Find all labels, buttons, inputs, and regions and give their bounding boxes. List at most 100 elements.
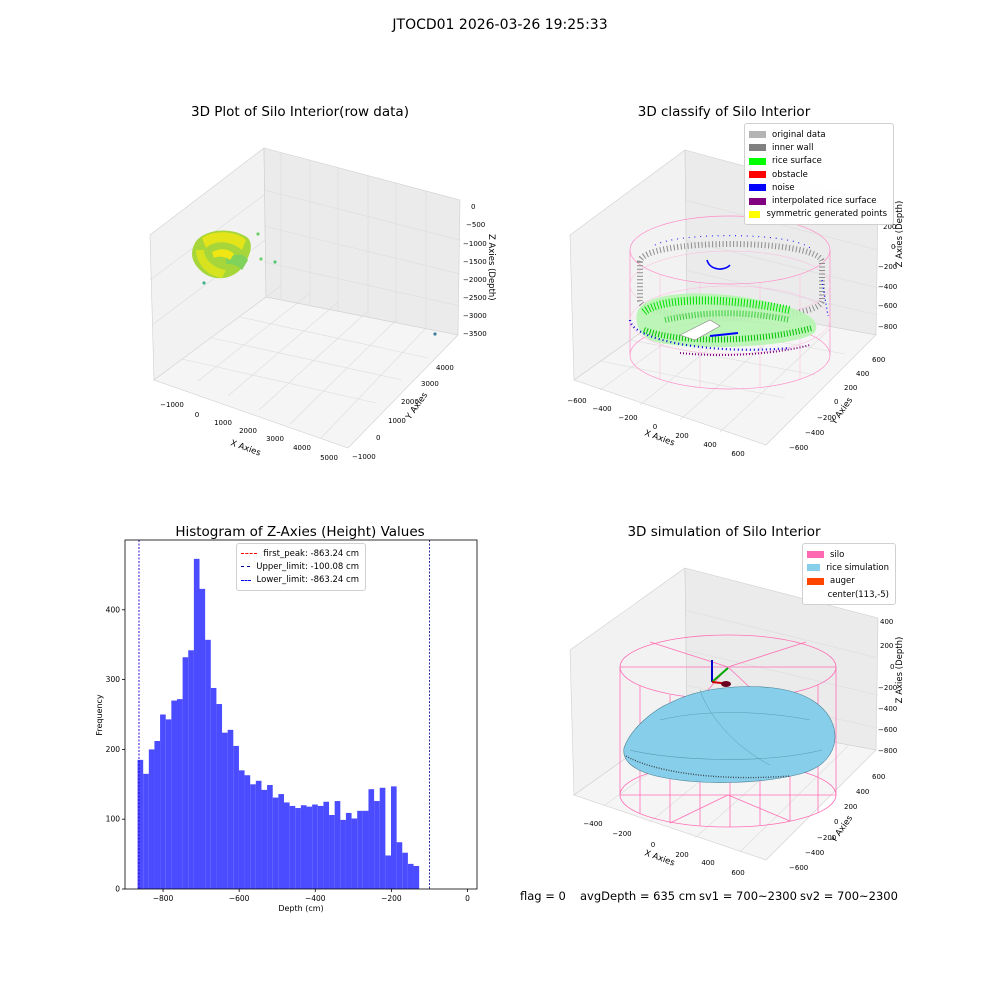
- histogram-vlines: [138, 540, 430, 889]
- histogram-bar: [300, 805, 307, 889]
- simulation-ztick: 200: [880, 642, 893, 650]
- histogram-bar: [283, 802, 290, 889]
- classify-ytick: 200: [844, 384, 857, 392]
- legend-swatch: [807, 577, 824, 585]
- status-sv2: sv2 = 700~2300: [800, 889, 898, 903]
- classify-rice-surface: [636, 293, 817, 347]
- histogram-bar: [357, 810, 363, 889]
- classify-xtick-labels: −600 −400 −200 0 200 400 600: [567, 397, 744, 458]
- histogram-bar: [396, 842, 403, 889]
- histogram-bar: [255, 780, 262, 889]
- histogram-bar: [199, 588, 206, 889]
- legend-label: symmetric generated points: [766, 209, 887, 220]
- histogram-bar: [137, 759, 144, 889]
- histogram-xtick-label: −800: [153, 894, 174, 903]
- legend-swatch: [749, 210, 761, 218]
- legend-item: rice simulation: [807, 561, 889, 574]
- histogram-bar: [216, 704, 223, 889]
- classify-xtick: −400: [592, 405, 611, 413]
- classify-zlabel: Z Axies (Depth): [895, 201, 905, 268]
- histogram-bar: [345, 812, 352, 889]
- classify-ytick: 400: [856, 370, 869, 378]
- legend-label: Upper_limit: -100.08 cm: [256, 561, 359, 572]
- status-avg-depth: avgDepth = 635 cm: [580, 889, 697, 903]
- histogram-xtick-label: −600: [229, 894, 250, 903]
- histogram-bar: [176, 699, 183, 889]
- histogram-bar: [188, 650, 194, 889]
- legend-label: noise: [772, 182, 795, 193]
- classify-xtick: −600: [567, 397, 586, 405]
- raw-ztick: −3500: [463, 330, 487, 338]
- histogram-bar: [374, 801, 380, 889]
- simulation-xtick: 600: [731, 869, 744, 877]
- histogram-bar: [351, 818, 358, 889]
- simulation-xtick: −200: [612, 830, 631, 838]
- classify-legend: original data inner wall rice surface ob…: [744, 123, 894, 226]
- histogram-bar: [267, 784, 273, 889]
- legend-item: silo: [807, 548, 889, 561]
- legend-label: rice surface: [772, 156, 822, 167]
- histogram-bar: [205, 639, 211, 889]
- simulation-ytick: 0: [834, 818, 838, 826]
- simulation-plot-title: 3D simulation of Silo Interior: [627, 524, 821, 540]
- simulation-ztick: −200: [878, 684, 897, 692]
- histogram-bar: [289, 805, 296, 889]
- classify-xtick: 200: [675, 432, 688, 440]
- histogram-ytick-label: 100: [106, 815, 121, 824]
- histogram-ylabel: Frequency: [95, 694, 104, 736]
- legend-item: obstacle: [749, 168, 887, 181]
- raw-zlabel: Z Axies (Depth): [486, 234, 496, 301]
- raw-ztick: −500: [466, 221, 485, 229]
- simulation-xlabel: X Axies: [643, 848, 676, 868]
- legend-item: center(113,-5): [807, 588, 889, 601]
- legend-item: noise: [749, 181, 887, 194]
- legend-item: interpolated rice surface: [749, 194, 887, 207]
- simulation-ztick-labels: 400 200 0 −200 −400 −600 −800: [878, 618, 897, 755]
- legend-swatch: [749, 184, 766, 192]
- legend-label: rice simulation: [826, 562, 889, 573]
- classify-ytick-labels: 600 400 200 0 −200 −400 −600: [789, 356, 885, 452]
- simulation-ytick: −600: [789, 864, 808, 872]
- histogram-xtick-label: −200: [381, 894, 402, 903]
- raw-xtick: 5000: [320, 454, 338, 462]
- raw-xtick: 1000: [214, 419, 232, 427]
- simulation-ztick: 400: [880, 618, 893, 626]
- raw-xtick-labels: −1000 0 1000 2000 3000 4000 5000: [160, 401, 338, 462]
- histogram-bar: [278, 794, 284, 889]
- histogram-xticks: −800 −600 −400 −200 0: [153, 889, 470, 903]
- raw-3d-plot: −1000 0 1000 2000 3000 4000 5000 X Axies…: [149, 147, 496, 462]
- raw-ztick: −2500: [463, 294, 487, 302]
- legend-label: center(113,-5): [827, 589, 889, 600]
- legend-swatch: [807, 591, 822, 598]
- histogram-bar: [160, 714, 166, 889]
- histogram-yticks: 0 100 200 300 400: [106, 605, 125, 894]
- histogram-bar: [210, 687, 217, 889]
- status-sv1: sv1 = 700~2300: [699, 889, 797, 903]
- classify-ztick: 0: [891, 243, 895, 251]
- classify-ztick: −200: [878, 263, 897, 271]
- histogram-bar: [272, 797, 279, 889]
- histogram-bar: [193, 558, 200, 889]
- status-flag: flag = 0: [520, 889, 566, 903]
- raw-xtick: 4000: [293, 444, 311, 452]
- histogram-chart: −800 −600 −400 −200 0 0 100 200 300 400 Depth (c…: [95, 539, 478, 913]
- simulation-ztick: −600: [878, 726, 897, 734]
- classify-ztick: −800: [878, 323, 897, 331]
- simulation-ytick: 600: [872, 773, 885, 781]
- classify-ytick: −600: [789, 444, 808, 452]
- histogram-bar: [323, 801, 330, 889]
- classify-ytick: −200: [817, 414, 836, 422]
- histogram-ytick-label: 300: [106, 675, 121, 684]
- histogram-bar: [244, 775, 251, 889]
- legend-item: symmetric generated points: [749, 208, 887, 221]
- legend-item: first_peak: -863.24 cm: [241, 547, 359, 560]
- raw-ytick: 1000: [388, 417, 406, 425]
- legend-label: inner wall: [772, 142, 814, 153]
- simulation-zlabel: Z Axies (Depth): [895, 637, 905, 704]
- raw-ztick: −1500: [463, 258, 487, 266]
- legend-swatch: [749, 157, 766, 165]
- histogram-title: Histogram of Z-Axies (Height) Values: [175, 524, 425, 540]
- legend-label: first_peak: -863.24 cm: [263, 548, 359, 559]
- legend-item: Upper_limit: -100.08 cm: [241, 560, 359, 573]
- raw-ytick: 3000: [421, 380, 439, 388]
